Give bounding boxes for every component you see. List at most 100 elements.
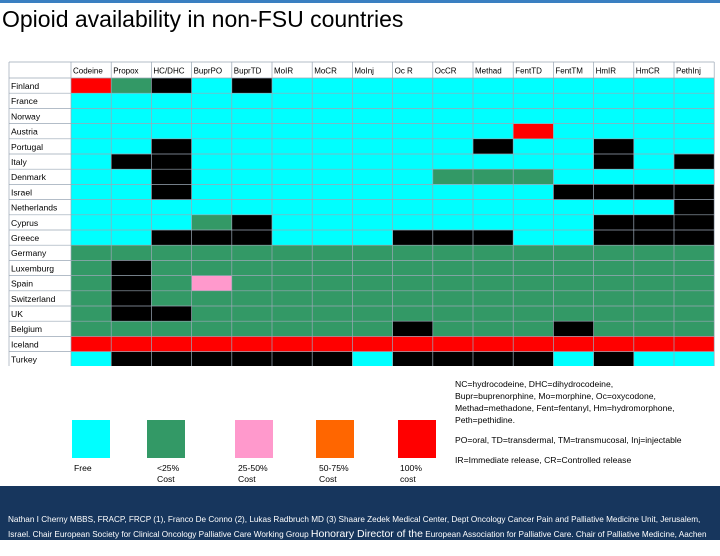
heatmap-cell: [633, 290, 674, 306]
heatmap-cell: [231, 93, 272, 109]
heatmap-cell: [111, 108, 152, 124]
slide-title: Opioid availability in non-FSU countries: [2, 6, 404, 32]
row-label-cell: [9, 184, 71, 200]
heatmap-cell: [593, 245, 634, 261]
heatmap-cell: [312, 351, 353, 366]
heatmap-cell: [593, 306, 634, 322]
heatmap-cell: [593, 321, 634, 337]
heatmap-cell: [191, 260, 232, 276]
heatmap-cell: [111, 306, 152, 322]
heatmap-cell: [272, 123, 313, 139]
column-header: HmCR: [636, 67, 660, 76]
heatmap-cell: [151, 351, 192, 366]
heatmap-cell: [513, 245, 554, 261]
heatmap-cell: [272, 214, 313, 230]
heatmap-cell: [473, 154, 514, 170]
heatmap-cell: [553, 123, 594, 139]
column-header: Propox: [113, 67, 138, 76]
heatmap-cell: [593, 138, 634, 154]
heatmap-cell: [151, 306, 192, 322]
heatmap-cell: [231, 123, 272, 139]
row-label: Italy: [11, 157, 27, 167]
row-label: Germany: [11, 248, 47, 258]
heatmap-cell: [312, 245, 353, 261]
heatmap-cell: [191, 306, 232, 322]
heatmap-cell: [513, 336, 554, 352]
heatmap-cell: [231, 108, 272, 124]
heatmap-cell: [473, 336, 514, 352]
row-label: Finland: [11, 81, 39, 91]
heatmap-cell: [111, 138, 152, 154]
heatmap-cell: [71, 123, 112, 139]
heatmap-cell: [593, 336, 634, 352]
heatmap-cell: [151, 78, 192, 94]
heatmap-cell: [71, 184, 112, 200]
row-label-cell: [9, 290, 71, 306]
heatmap-cell: [674, 230, 715, 246]
heatmap-cell: [71, 78, 112, 94]
row-label-cell: [9, 108, 71, 124]
heatmap-cell: [432, 214, 473, 230]
heatmap-cell: [151, 260, 192, 276]
heatmap-cell: [312, 108, 353, 124]
heatmap-cell: [473, 184, 514, 200]
heatmap-cell: [191, 336, 232, 352]
heatmap-cell: [392, 336, 433, 352]
heatmap-cell: [633, 260, 674, 276]
heatmap-cell: [231, 230, 272, 246]
heatmap-cell: [312, 214, 353, 230]
row-label: Turkey: [11, 355, 38, 365]
column-header: FentTM: [555, 67, 583, 76]
legend-swatch-under-25: [147, 420, 185, 458]
heatmap-cell: [71, 230, 112, 246]
heatmap-cell: [593, 123, 634, 139]
heatmap-cell: [151, 93, 192, 109]
heatmap-cell: [111, 275, 152, 291]
heatmap-cell: [352, 260, 393, 276]
heatmap-cell: [191, 230, 232, 246]
heatmap-cell: [312, 275, 353, 291]
heatmap-cell: [513, 290, 554, 306]
heatmap-cell: [272, 321, 313, 337]
heatmap-cell: [674, 290, 715, 306]
heatmap-cell: [231, 154, 272, 170]
heatmap-cell: [352, 321, 393, 337]
heatmap-cell: [432, 260, 473, 276]
heatmap-cell: [513, 275, 554, 291]
heatmap-cell: [432, 230, 473, 246]
heatmap-cell: [432, 93, 473, 109]
heatmap-cell: [633, 199, 674, 215]
heatmap-cell: [352, 336, 393, 352]
column-header: FentTD: [515, 67, 542, 76]
legend-label-free: Free: [74, 463, 92, 473]
heatmap-cell: [71, 336, 112, 352]
heatmap-cell: [553, 321, 594, 337]
footer-credits: Nathan I Cherny MBBS, FRACP, FRCP (1), F…: [0, 486, 720, 553]
heatmap-cell: [352, 93, 393, 109]
heatmap-cell: [312, 306, 353, 322]
heatmap-cell: [633, 93, 674, 109]
heatmap-cell: [272, 169, 313, 185]
heatmap-cell: [312, 230, 353, 246]
heatmap-cell: [272, 260, 313, 276]
heatmap-cell: [111, 78, 152, 94]
heatmap-cell: [553, 184, 594, 200]
heatmap-cell: [513, 123, 554, 139]
heatmap-cell: [674, 260, 715, 276]
heatmap-cell: [231, 138, 272, 154]
abbreviation-line: Peth=pethidine.: [455, 415, 515, 425]
heatmap-cell: [392, 199, 433, 215]
row-label: France: [11, 96, 38, 106]
heatmap-cell: [151, 108, 192, 124]
column-header: HmIR: [596, 67, 617, 76]
column-header: OcCR: [435, 67, 457, 76]
heatmap-cell: [674, 93, 715, 109]
heatmap-cell: [432, 199, 473, 215]
heatmap-cell: [312, 321, 353, 337]
heatmap-cell: [151, 184, 192, 200]
heatmap-cell: [231, 184, 272, 200]
heatmap-cell: [151, 290, 192, 306]
footer-text: Nathan I Cherny MBBS, FRACP, FRCP (1), F…: [8, 515, 701, 539]
heatmap-cell: [674, 321, 715, 337]
row-label: Switzerland: [11, 294, 56, 304]
